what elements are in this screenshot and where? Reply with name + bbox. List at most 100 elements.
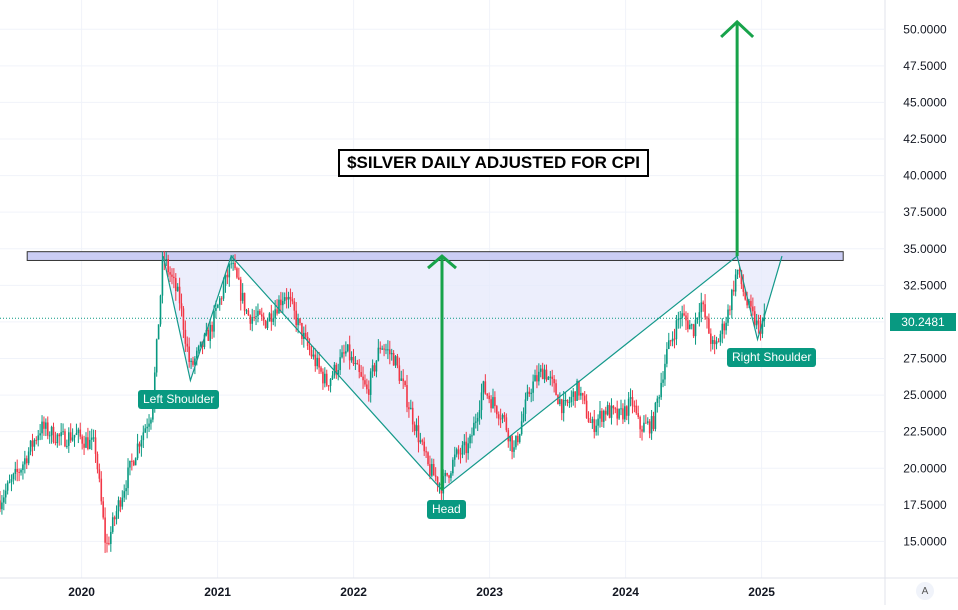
candle-body (197, 346, 200, 351)
candle-body (480, 392, 483, 411)
candle-body (220, 298, 223, 300)
candle-body (690, 324, 693, 326)
auto-scale-button[interactable]: A (916, 582, 934, 600)
candle-body (90, 437, 93, 440)
candle-body (245, 310, 248, 312)
candle-body (505, 417, 508, 431)
candle-body (436, 476, 439, 486)
left-shoulder-label[interactable]: Left Shoulder (138, 390, 220, 409)
candle-body (457, 449, 460, 454)
candle-body (73, 434, 76, 438)
candle-body (48, 435, 51, 437)
candle-body (610, 405, 613, 418)
candle-body (474, 421, 477, 423)
candle-body (350, 356, 353, 361)
candle-body (413, 424, 416, 432)
candle-body (671, 338, 674, 342)
candle-body (150, 419, 152, 424)
time-tick-label: 2025 (748, 585, 775, 599)
candle-body (45, 422, 47, 429)
head-label[interactable]: Head (427, 500, 466, 519)
candle-body (731, 289, 733, 311)
candle-body (719, 334, 722, 342)
candle-body (553, 378, 555, 384)
candle-body (517, 435, 519, 443)
candle-body (423, 441, 425, 452)
right-shoulder-label[interactable]: Right Shoulder (727, 348, 817, 367)
candle-body (549, 376, 552, 378)
candle-body (660, 382, 662, 398)
candle-body (406, 385, 408, 408)
candle-body (455, 449, 458, 455)
candle-body (583, 395, 586, 401)
candle-body (541, 368, 544, 380)
candle-body (272, 318, 275, 322)
candle-body (92, 437, 95, 439)
candle-body (641, 429, 643, 432)
candle-body (152, 407, 154, 420)
candle-body (54, 441, 57, 444)
candle-body (721, 323, 724, 335)
candle-body (43, 421, 45, 429)
candle-body (131, 460, 133, 462)
candle-body (285, 297, 288, 300)
candle-body (708, 318, 710, 334)
candle-body (209, 324, 211, 341)
candle-body (341, 352, 343, 358)
candle-body (171, 274, 173, 277)
candle-body (297, 318, 299, 326)
candle-body (496, 406, 498, 415)
candle-body (654, 402, 657, 429)
candle-body (140, 440, 143, 447)
candle-body (373, 365, 376, 372)
candle-body (467, 443, 469, 454)
candle-body (444, 472, 447, 477)
candle-body (268, 313, 271, 322)
candle-body (568, 402, 571, 404)
candle-body (226, 274, 229, 278)
candle-body (58, 434, 61, 437)
candle-body (320, 367, 322, 372)
candle-body (677, 318, 680, 321)
candle-body (119, 500, 122, 507)
candle-body (369, 371, 372, 395)
candle-body (461, 445, 464, 455)
candle-body (194, 358, 196, 365)
candle-body (224, 274, 227, 286)
candle-body (148, 423, 150, 427)
candle-body (3, 497, 5, 503)
candle-body (167, 258, 169, 273)
candle-body (375, 360, 378, 372)
candle-body (704, 304, 706, 318)
candle-body (356, 363, 359, 365)
candle-body (211, 324, 213, 332)
candle-body (358, 364, 361, 373)
candle-body (652, 416, 655, 429)
candle-body (681, 313, 683, 319)
candle-body (169, 272, 171, 275)
candle-body (738, 269, 741, 271)
candle-body (404, 381, 406, 386)
candle-body (98, 469, 101, 479)
candle-body (89, 439, 91, 449)
candle-body (257, 310, 259, 317)
candle-body (601, 410, 603, 422)
candle-body (752, 306, 754, 312)
candle-body (157, 324, 160, 340)
candle-body (12, 473, 15, 480)
candle-body (345, 351, 347, 354)
candle-body (507, 430, 510, 442)
candle-body (110, 531, 112, 544)
candle-body (438, 483, 441, 486)
candle-body (411, 407, 414, 425)
candle-body (757, 320, 760, 324)
candle-body (301, 323, 303, 339)
candle-body (394, 356, 397, 366)
candle-body (379, 347, 382, 350)
candle-body (723, 323, 725, 331)
candle-body (184, 329, 187, 344)
candle-body (740, 270, 743, 285)
candle-body (39, 433, 41, 436)
